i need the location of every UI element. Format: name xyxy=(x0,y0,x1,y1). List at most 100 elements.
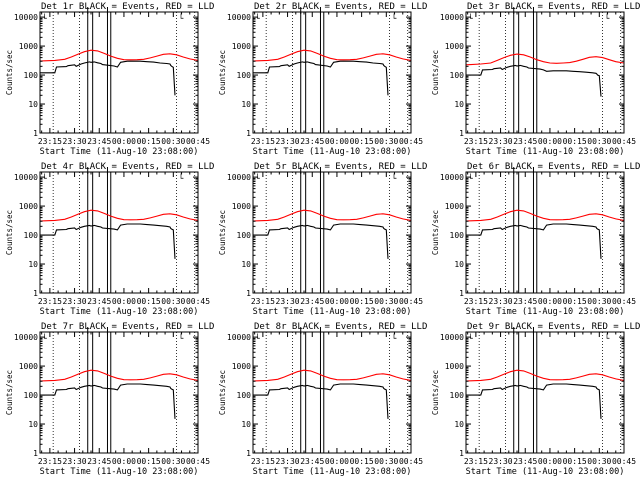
y-tick-label: 100 xyxy=(450,391,465,400)
panel-title: Det 7r BLACK = Events, RED = LLD xyxy=(41,322,214,332)
x-tick-label: 23:15 xyxy=(464,297,488,306)
y-tick-label: 100 xyxy=(237,231,252,240)
panel-1: Det 1r BLACK = Events, RED = LLD└ └ 1 10 100… xyxy=(5,2,214,157)
x-tick-label: 23:45 xyxy=(87,297,111,306)
x-tick-label: 23:45 xyxy=(300,137,324,146)
panel-2: Det 2r BLACK = Events, RED = LLD└ └ 1 10 100… xyxy=(218,2,427,157)
flag-left: └ xyxy=(255,173,260,183)
x-tick-label: 00:30 xyxy=(587,457,611,466)
y-axis-label: Counts/sec xyxy=(218,50,227,95)
y-tick-label: 10 xyxy=(28,260,38,269)
y-tick-label: 1 xyxy=(246,289,251,298)
y-tick-label: 10000 xyxy=(440,13,464,22)
plot-area xyxy=(253,12,411,133)
y-tick-label: 100 xyxy=(237,71,252,80)
panel-title: Det 5r BLACK = Events, RED = LLD xyxy=(254,162,427,172)
plot-frame xyxy=(465,11,625,134)
y-axis-label: Counts/sec xyxy=(5,210,14,255)
flag-left: └ xyxy=(42,173,47,183)
x-tick-label: 23:45 xyxy=(300,457,324,466)
series-events xyxy=(253,383,389,419)
plot-frame xyxy=(252,11,412,134)
y-tick-label: 100 xyxy=(24,391,39,400)
series-events xyxy=(40,223,176,259)
flag-right: └ xyxy=(179,173,184,183)
x-tick-label: 23:45 xyxy=(300,297,324,306)
y-axis-label: Counts/sec xyxy=(5,50,14,95)
panel-title: Det 2r BLACK = Events, RED = LLD xyxy=(254,2,427,12)
plot-frame xyxy=(39,171,199,294)
x-tick-label: 00:00 xyxy=(112,457,136,466)
x-axis-label: Start Time (11-Aug-10 23:08:00) xyxy=(466,307,625,317)
x-tick-label: 23:30 xyxy=(489,457,513,466)
x-axis-label: Start Time (11-Aug-10 23:08:00) xyxy=(40,307,199,317)
x-tick-label: 00:15 xyxy=(137,137,161,146)
flag-right: └ xyxy=(392,13,397,23)
panel-title: Det 3r BLACK = Events, RED = LLD xyxy=(467,2,640,12)
plot-frame xyxy=(465,171,625,294)
plot-frame xyxy=(39,11,199,134)
y-tick-label: 10000 xyxy=(227,333,251,342)
series-events xyxy=(40,60,176,96)
y-tick-label: 100 xyxy=(237,391,252,400)
x-tick-label: 00:30 xyxy=(161,457,185,466)
x-tick-label: 00:00 xyxy=(325,457,349,466)
flag-right: └ xyxy=(605,173,610,183)
plot-frame xyxy=(465,331,625,454)
y-tick-label: 1 xyxy=(33,449,38,458)
y-tick-label: 1 xyxy=(246,129,251,138)
x-tick-label: 00:15 xyxy=(137,297,161,306)
x-tick-label: 00:15 xyxy=(350,137,374,146)
y-tick-label: 10000 xyxy=(14,333,38,342)
y-tick-label: 1 xyxy=(459,449,464,458)
flag-right: └ xyxy=(392,333,397,343)
plot-area xyxy=(466,332,624,453)
panel-3: Det 3r BLACK = Events, RED = LLD└ └ 1 10 100… xyxy=(431,2,640,157)
y-tick-label: 1000 xyxy=(445,202,464,211)
series-lld xyxy=(466,369,624,382)
x-tick-label: 23:15 xyxy=(251,297,275,306)
x-tick-label: 00:15 xyxy=(350,457,374,466)
y-tick-label: 1000 xyxy=(232,42,251,51)
y-tick-label: 1000 xyxy=(232,362,251,371)
x-tick-label: 23:30 xyxy=(489,297,513,306)
y-tick-label: 10000 xyxy=(227,173,251,182)
x-tick-label: 23:15 xyxy=(464,457,488,466)
flag-right: └ xyxy=(392,173,397,183)
flag-left: └ xyxy=(468,173,473,183)
x-tick-label: 00:45 xyxy=(399,137,423,146)
x-tick-label: 00:00 xyxy=(325,297,349,306)
series-lld xyxy=(466,53,624,66)
y-tick-label: 10 xyxy=(454,420,464,429)
x-tick-label: 23:45 xyxy=(87,457,111,466)
x-axis-label: Start Time (11-Aug-10 23:08:00) xyxy=(253,307,412,317)
y-tick-label: 1000 xyxy=(19,202,38,211)
y-tick-label: 100 xyxy=(24,231,39,240)
y-tick-label: 1 xyxy=(459,289,464,298)
x-tick-label: 00:00 xyxy=(538,137,562,146)
x-tick-label: 00:15 xyxy=(350,297,374,306)
series-lld xyxy=(40,49,198,62)
x-axis-label: Start Time (11-Aug-10 23:08:00) xyxy=(253,147,412,157)
y-tick-label: 10 xyxy=(241,100,251,109)
series-events xyxy=(466,64,602,97)
x-tick-label: 23:15 xyxy=(38,137,62,146)
x-tick-label: 00:15 xyxy=(563,457,587,466)
y-tick-label: 1 xyxy=(459,129,464,138)
x-tick-label: 00:45 xyxy=(612,457,636,466)
x-tick-label: 23:45 xyxy=(87,137,111,146)
y-tick-label: 1000 xyxy=(232,202,251,211)
x-tick-label: 23:30 xyxy=(276,137,300,146)
panel-9: Det 9r BLACK = Events, RED = LLD└ └ 1 10 100… xyxy=(431,322,640,477)
x-tick-label: 00:00 xyxy=(112,137,136,146)
x-tick-label: 23:45 xyxy=(513,137,537,146)
x-tick-label: 00:15 xyxy=(137,457,161,466)
x-tick-label: 23:45 xyxy=(513,457,537,466)
x-tick-label: 23:30 xyxy=(276,457,300,466)
y-tick-label: 1000 xyxy=(445,42,464,51)
plot-area xyxy=(466,12,624,133)
series-events xyxy=(253,60,389,96)
x-tick-label: 00:30 xyxy=(374,297,398,306)
y-tick-label: 10000 xyxy=(14,13,38,22)
